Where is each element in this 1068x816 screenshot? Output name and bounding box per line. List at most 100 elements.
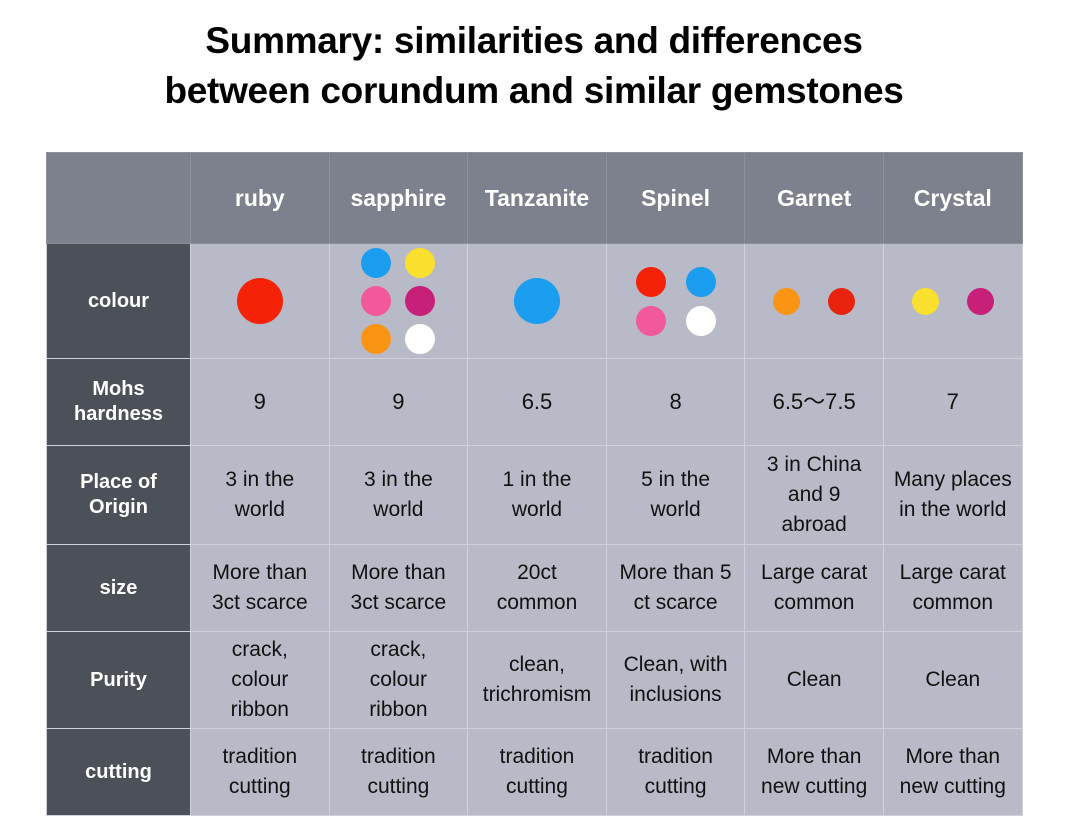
- cell-line-2: cutting: [367, 775, 430, 798]
- row-label-line-2: Origin: [89, 496, 148, 518]
- cell-line-2: trichromism: [482, 683, 592, 706]
- cell-size-ruby: More than 3ct scarce: [190, 544, 330, 632]
- cell-line-3: ribbon: [230, 698, 289, 721]
- cell-line-2: inclusions: [629, 683, 722, 706]
- cell-size-garnet: Large carat common: [744, 544, 884, 632]
- colour-dot: [685, 266, 716, 297]
- colour-swatch-group-garnet: [745, 244, 883, 358]
- column-header-garnet: Garnet: [744, 152, 884, 244]
- cell-origin-sapphire: 3 in the world: [328, 445, 469, 545]
- cell-size-sapphire: More than 3ct scarce: [328, 544, 469, 632]
- cell-line-1: More than: [766, 745, 862, 768]
- gemstone-comparison-table: ruby sapphire Tanzanite Spinel Garnet Cr…: [46, 152, 1023, 816]
- cell-line-2: new cutting: [899, 775, 1006, 798]
- cell-line-1: Many places: [893, 468, 1012, 491]
- cell-origin-tanzanite: 1 in the world: [467, 445, 607, 545]
- cell-purity-crystal: Clean: [882, 631, 1023, 729]
- cell-origin-garnet: 3 in China and 9 abroad: [744, 445, 884, 545]
- cell-cutting-spinel: tradition cutting: [605, 728, 746, 816]
- row-label-cutting: cutting: [46, 728, 191, 816]
- colour-swatch-group-sapphire: [332, 244, 464, 358]
- cell-purity-garnet: Clean: [744, 631, 884, 729]
- cell-line-1: Large carat: [899, 561, 1006, 584]
- table-row-cutting: cutting tradition cutting tradition cutt…: [46, 728, 1023, 816]
- colour-dot: [405, 324, 436, 354]
- colour-dot: [828, 287, 856, 315]
- cell-line-1: 20ct: [517, 561, 557, 584]
- colour-swatch-group-tanzanite: [468, 244, 606, 358]
- cell-line-1: 3 in the: [225, 468, 295, 491]
- cell-line-1: tradition: [361, 745, 436, 768]
- cell-line-2: cutting: [644, 775, 707, 798]
- cell-line-2: cutting: [228, 775, 291, 798]
- cell-colour-garnet: [744, 243, 884, 359]
- cell-line-2: common: [773, 591, 855, 614]
- cell-line-1: More than: [905, 745, 1001, 768]
- cell-cutting-garnet: More than new cutting: [744, 728, 884, 816]
- cell-line-3: abroad: [781, 513, 847, 536]
- cell-line-1: crack,: [370, 638, 427, 661]
- cell-line-1: Clean, with: [623, 653, 728, 676]
- cell-line-2: ct scarce: [633, 591, 718, 614]
- cell-mohs-tanzanite: 6.5: [467, 358, 607, 446]
- cell-purity-spinel: Clean, with inclusions: [605, 631, 746, 729]
- row-label-line-2: hardness: [74, 403, 163, 425]
- colour-dot: [966, 287, 994, 315]
- cell-colour-tanzanite: [467, 243, 607, 359]
- comparison-table-wrapper: ruby sapphire Tanzanite Spinel Garnet Cr…: [46, 152, 1023, 816]
- column-header-sapphire: sapphire: [328, 152, 469, 244]
- cell-line-2: 3ct scarce: [211, 591, 308, 614]
- cell-line-3: ribbon: [369, 698, 428, 721]
- cell-cutting-sapphire: tradition cutting: [328, 728, 469, 816]
- cell-line-1: 3 in China: [766, 453, 862, 476]
- colour-dot: [361, 248, 392, 278]
- table-row-purity: Purity crack, colour ribbon crack, colou…: [46, 631, 1023, 729]
- cell-line-1: crack,: [231, 638, 288, 661]
- cell-mohs-sapphire: 9: [328, 358, 469, 446]
- cell-line-1: 1 in the: [502, 468, 572, 491]
- colour-swatch-group-crystal: [884, 244, 1022, 358]
- cell-line-2: and 9: [787, 483, 841, 506]
- colour-dot: [635, 266, 666, 297]
- cell-line-2: common: [912, 591, 994, 614]
- cell-line-2: world: [511, 498, 563, 521]
- cell-line-2: world: [373, 498, 424, 521]
- table-row-size: size More than 3ct scarce More than 3ct …: [46, 544, 1023, 632]
- cell-size-crystal: Large carat common: [882, 544, 1023, 632]
- cell-line-2: colour: [369, 668, 427, 691]
- cell-size-tanzanite: 20ct common: [467, 544, 607, 632]
- colour-dot: [361, 286, 392, 316]
- colour-dot: [513, 278, 560, 324]
- cell-line-2: new cutting: [761, 775, 868, 798]
- colour-dot: [361, 324, 392, 354]
- cell-line-2: cutting: [506, 775, 568, 798]
- cell-colour-spinel: [605, 243, 746, 359]
- cell-origin-crystal: Many places in the world: [882, 445, 1023, 545]
- cell-line-1: tradition: [638, 745, 713, 768]
- colour-dot: [685, 305, 716, 336]
- table-row-place-of-origin: Place of Origin 3 in the world 3 in the …: [46, 445, 1023, 545]
- cell-line-1: More than: [212, 561, 308, 584]
- page-title-line-1: Summary: similarities and differences: [205, 20, 863, 61]
- cell-mohs-spinel: 8: [605, 358, 746, 446]
- cell-line-1: clean,: [508, 653, 565, 676]
- cell-line-1: 5 in the: [641, 468, 711, 491]
- cell-origin-spinel: 5 in the world: [605, 445, 746, 545]
- page-title: Summary: similarities and differences be…: [0, 0, 1068, 116]
- colour-dot: [405, 286, 436, 316]
- colour-dot: [773, 287, 801, 315]
- row-label-mohs-hardness: Mohs hardness: [46, 358, 191, 446]
- cell-line-1: Large carat: [761, 561, 868, 584]
- cell-line-1: tradition: [222, 745, 298, 768]
- row-label-line-1: Place of: [80, 471, 157, 493]
- column-header-crystal: Crystal: [882, 152, 1023, 244]
- row-label-place-of-origin: Place of Origin: [46, 445, 191, 545]
- cell-colour-ruby: [190, 243, 330, 359]
- colour-swatch-group-spinel: [627, 244, 725, 358]
- cell-size-spinel: More than 5 ct scarce: [605, 544, 746, 632]
- colour-dot: [405, 248, 436, 278]
- colour-dot: [911, 287, 939, 315]
- row-label-size: size: [46, 544, 191, 632]
- cell-line-1: 3 in the: [363, 468, 433, 491]
